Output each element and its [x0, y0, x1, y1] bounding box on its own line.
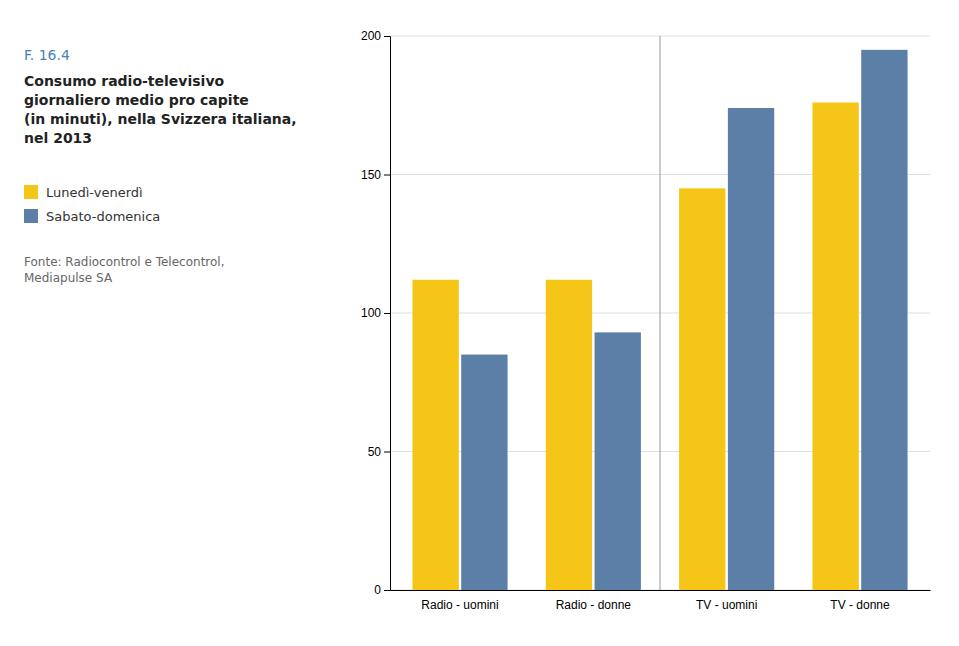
source-line: Fonte: Radiocontrol e Telecontrol,	[24, 255, 225, 269]
legend-item: Lunedì-venerdì	[24, 185, 143, 200]
chart-svg: F. 16.4 Consumo radio-televisivo giornalie…	[0, 0, 959, 646]
title-line: Consumo radio-televisivo	[24, 73, 225, 89]
grid	[390, 36, 930, 590]
x-tick: Radio - uomini	[421, 598, 498, 612]
y-tick-label: 150	[361, 168, 381, 182]
bar	[412, 280, 458, 590]
x-axis: Radio - uomini Radio - donne TV - uomini TV…	[391, 591, 931, 612]
bar	[728, 108, 774, 590]
bar	[812, 102, 858, 590]
x-tick-label: Radio - donne	[556, 598, 632, 612]
x-axis-line	[391, 590, 931, 591]
bar	[861, 50, 907, 590]
source: Fonte: Radiocontrol e Telecontrol, Mediap…	[24, 255, 225, 285]
y-tick-label: 200	[361, 29, 381, 43]
y-tick: 150	[361, 168, 390, 182]
x-tick: Radio - donne	[556, 598, 632, 612]
title: Consumo radio-televisivo giornaliero medi…	[24, 73, 297, 146]
x-tick-label: TV - uomini	[696, 598, 757, 612]
y-axis: 0 50 100 150 200	[361, 29, 391, 597]
y-tick-label: 0	[374, 583, 381, 597]
y-axis-line	[384, 37, 391, 591]
title-line: nel 2013	[24, 130, 92, 146]
x-tick-label: Radio - uomini	[421, 598, 498, 612]
y-tick-mark	[384, 313, 390, 314]
figure-label: F. 16.4	[24, 47, 70, 63]
title-line: (in minuti), nella Svizzera italiana,	[24, 111, 297, 127]
bar	[546, 280, 592, 590]
bar	[595, 332, 641, 590]
title-line: giornaliero medio pro capite	[24, 92, 249, 108]
y-tick-label: 100	[361, 306, 381, 320]
bar	[461, 355, 507, 590]
y-tick: 200	[361, 29, 390, 43]
bar-series	[412, 102, 858, 590]
legend-item: Sabato-domenica	[24, 209, 160, 224]
x-tick-label: TV - donne	[830, 598, 890, 612]
x-tick: TV - donne	[830, 598, 890, 612]
group-separator	[660, 36, 661, 590]
y-tick-mark	[384, 36, 390, 37]
y-tick-label: 50	[368, 445, 382, 459]
source-line: Mediapulse SA	[24, 271, 113, 285]
bar-series	[461, 50, 907, 590]
y-tick-mark	[384, 590, 390, 591]
legend-label: Lunedì-venerdì	[46, 185, 143, 200]
bar	[679, 188, 725, 590]
y-tick-mark	[384, 452, 390, 453]
y-tick: 100	[361, 306, 390, 320]
y-tick-mark	[384, 175, 390, 176]
legend-swatch	[24, 185, 38, 199]
y-tick: 50	[368, 445, 390, 459]
bars	[412, 50, 907, 590]
x-tick: TV - uomini	[696, 598, 757, 612]
legend-swatch	[24, 209, 38, 223]
y-tick: 0	[374, 583, 390, 597]
legend-label: Sabato-domenica	[46, 209, 160, 224]
